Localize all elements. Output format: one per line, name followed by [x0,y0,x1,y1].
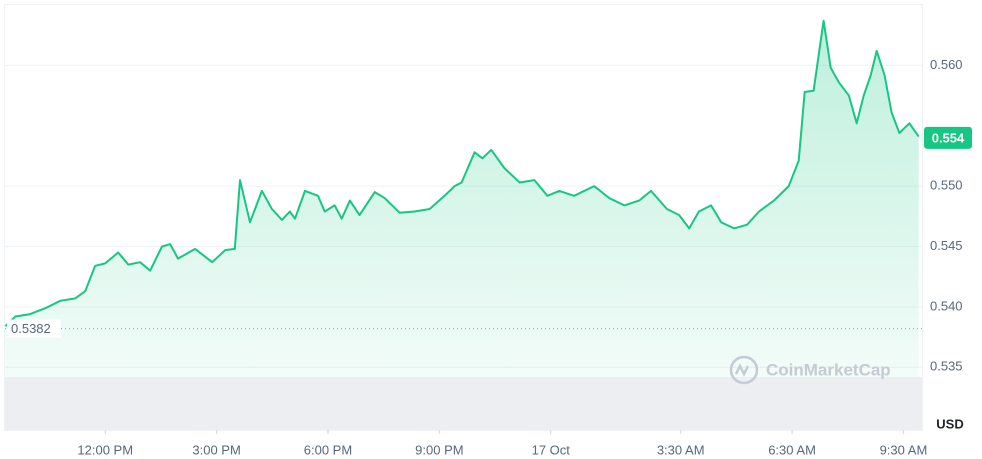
x-tick-label: 3:30 AM [657,442,705,457]
plot-frame [4,4,923,431]
y-tick-label: 0.550 [930,178,963,193]
current-price-badge [924,126,972,149]
price-line [4,19,920,327]
open-price-bg [7,319,61,338]
x-tick-label: 6:30 AM [768,442,816,457]
watermark: CoinMarketCap [729,355,891,385]
watermark-text: CoinMarketCap [766,360,891,379]
x-tick-label: 9:00 PM [415,442,463,457]
y-tick-label: 0.540 [930,298,963,313]
open-price-label: 0.5382 [11,321,51,336]
current-price-label: 0.554 [932,130,965,145]
y-tick-label: 0.545 [930,238,963,253]
volume-band [5,377,922,430]
x-tick-label: 6:00 PM [304,442,352,457]
price-area [5,20,919,430]
y-tick-label: 0.560 [930,57,963,72]
x-tick-label: 9:30 AM [880,442,928,457]
x-tick-label: 3:00 PM [192,442,240,457]
currency-label: USD [936,416,963,431]
y-tick-label: 0.535 [930,359,963,374]
x-tick-label: 17 Oct [532,442,571,457]
x-tick-label: 12:00 PM [77,442,133,457]
